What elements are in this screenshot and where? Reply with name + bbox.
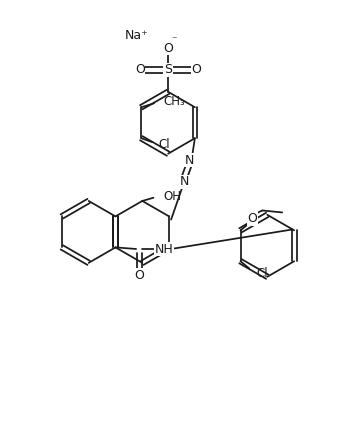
Text: O: O xyxy=(135,64,145,77)
Text: N: N xyxy=(180,175,189,188)
Text: O: O xyxy=(247,212,257,225)
Text: S: S xyxy=(164,64,172,77)
Text: O: O xyxy=(163,42,173,55)
Text: OH: OH xyxy=(163,190,181,203)
Text: Cl: Cl xyxy=(158,138,170,151)
Text: Na⁺: Na⁺ xyxy=(125,29,148,42)
Text: ⁻: ⁻ xyxy=(171,35,176,45)
Text: CH₃: CH₃ xyxy=(163,95,185,108)
Text: O: O xyxy=(191,64,201,77)
Text: O: O xyxy=(134,268,144,282)
Text: NH: NH xyxy=(154,243,173,256)
Text: Cl: Cl xyxy=(256,268,268,280)
Text: N: N xyxy=(184,154,194,166)
